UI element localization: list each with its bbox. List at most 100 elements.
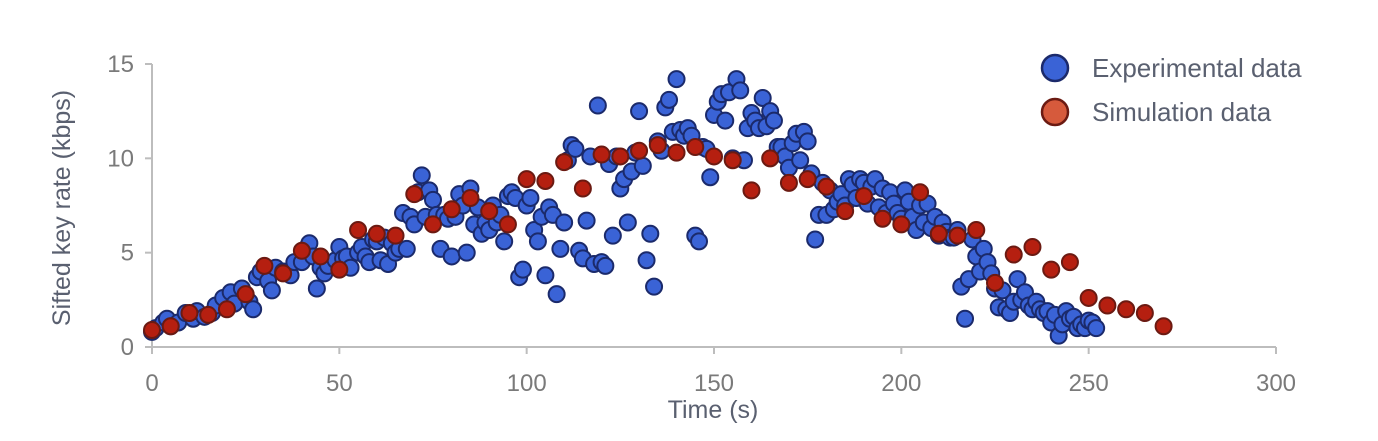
experimental-data-point <box>307 279 326 298</box>
simulation-data-point <box>667 143 686 162</box>
experimental-data-point <box>262 281 281 300</box>
simulation-data-point <box>498 215 517 234</box>
y-tick-label: 5 <box>121 240 134 267</box>
simulation-data-point <box>236 285 255 304</box>
experimental-data-point <box>764 111 783 130</box>
simulation-data-point <box>1117 300 1136 319</box>
legend: Experimental data Simulation data <box>1040 53 1302 127</box>
simulation-data-point <box>1023 238 1042 257</box>
experimental-data-point <box>596 256 615 275</box>
legend-item-experimental: Experimental data <box>1040 53 1302 83</box>
legend-marker-simulation <box>1040 97 1070 127</box>
simulation-data-point <box>199 305 218 324</box>
simulation-data-point <box>686 138 705 157</box>
simulation-data-point <box>836 202 855 221</box>
simulation-data-point <box>311 247 330 266</box>
x-tick-label: 200 <box>881 370 921 397</box>
simulation-data-point <box>611 147 630 166</box>
simulation-data-point <box>424 215 442 234</box>
experimental-data-point <box>806 230 825 249</box>
simulation-data-point <box>405 185 424 204</box>
simulation-data-point <box>292 241 311 260</box>
experimental-data-point <box>528 232 547 251</box>
experimental-data-point <box>791 151 810 170</box>
simulation-data-point <box>817 177 836 196</box>
simulation-data-point <box>180 304 199 323</box>
experimental-data-point <box>731 81 750 100</box>
simulation-data-point <box>255 256 274 275</box>
experimental-data-point <box>521 188 540 207</box>
experimental-data-point <box>956 309 975 328</box>
experimental-data-point <box>412 166 431 185</box>
legend-label-simulation: Simulation data <box>1092 97 1272 127</box>
simulation-data-point <box>161 317 180 336</box>
simulation-data-point <box>1060 253 1079 272</box>
experimental-data-point <box>603 226 622 245</box>
y-ticks: 0 5 10 15 <box>107 51 152 361</box>
simulation-data-point <box>1042 260 1061 279</box>
experimental-data-point <box>667 70 686 89</box>
experimental-data-point <box>637 251 656 270</box>
simulation-data-point <box>948 226 967 245</box>
simulation-data-point <box>1079 288 1098 307</box>
legend-label-experimental: Experimental data <box>1092 53 1302 83</box>
simulation-data-point <box>1004 245 1023 264</box>
simulation-data-point <box>892 215 911 234</box>
legend-item-simulation: Simulation data <box>1040 97 1272 127</box>
experimental-data-point <box>1087 319 1106 338</box>
experimental-data-point <box>566 139 585 158</box>
experimental-data-point <box>424 190 442 209</box>
experimental-data-point <box>1008 270 1027 289</box>
x-tick-label: 0 <box>145 370 158 397</box>
experimental-data-point <box>536 266 555 285</box>
experimental-data-point <box>641 224 660 243</box>
experimental-data-point <box>551 239 570 258</box>
simulation-data-point <box>873 209 892 228</box>
simulation-data-point <box>630 141 649 160</box>
y-tick-label: 0 <box>121 334 134 361</box>
y-tick-label: 10 <box>107 145 134 172</box>
experimental-data-point <box>630 102 649 121</box>
experimental-data-point <box>660 90 679 109</box>
experimental-data-point <box>588 96 607 115</box>
simulation-data-point <box>274 264 293 283</box>
x-tick-label: 50 <box>326 370 353 397</box>
experimental-data-point <box>513 260 532 279</box>
experimental-data-point <box>457 243 476 262</box>
y-tick-label: 15 <box>107 51 134 78</box>
experimental-data-point <box>495 232 514 251</box>
simulation-data-point <box>705 147 723 166</box>
simulation-points <box>143 136 1173 340</box>
x-tick-label: 150 <box>694 370 734 397</box>
legend-marker-experimental <box>1040 53 1070 83</box>
simulation-data-point <box>648 136 667 155</box>
simulation-data-point <box>367 224 386 243</box>
experimental-data-point <box>633 156 652 175</box>
y-axis-title: Sifted key rate (kbps) <box>48 90 76 326</box>
simulation-data-point <box>349 221 368 240</box>
simulation-data-point <box>779 173 798 192</box>
x-axis-title: Time (s) <box>668 396 759 424</box>
simulation-data-point <box>555 153 574 172</box>
x-tick-label: 250 <box>1069 370 1109 397</box>
x-tick-label: 300 <box>1256 370 1296 397</box>
experimental-points <box>143 70 1106 345</box>
experimental-data-point <box>397 239 416 258</box>
simulation-data-point <box>143 321 161 340</box>
experimental-data-point <box>618 213 637 232</box>
simulation-data-point <box>742 181 761 200</box>
simulation-data-point <box>911 183 930 202</box>
experimental-data-point <box>442 247 461 266</box>
simulation-data-point <box>536 171 555 190</box>
x-tick-label: 100 <box>507 370 547 397</box>
experimental-data-point <box>798 132 817 151</box>
x-ticks: 0 50 100 150 200 250 300 <box>145 347 1296 397</box>
simulation-data-point <box>461 188 480 207</box>
experimental-data-point <box>555 213 574 232</box>
simulation-data-point <box>573 179 592 198</box>
simulation-data-point <box>517 170 536 189</box>
simulation-data-point <box>592 145 611 164</box>
simulation-data-point <box>386 226 405 245</box>
simulation-data-point <box>761 149 780 168</box>
